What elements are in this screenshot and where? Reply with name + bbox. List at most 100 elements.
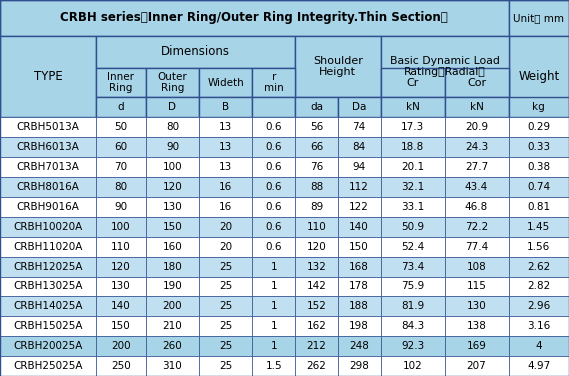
Bar <box>0 117 96 137</box>
Text: CRBH9016A: CRBH9016A <box>17 202 80 212</box>
Text: 33.1: 33.1 <box>401 202 424 212</box>
Text: 0.6: 0.6 <box>266 222 282 232</box>
Text: 120: 120 <box>111 262 131 271</box>
Text: 56: 56 <box>310 122 323 132</box>
Text: 25: 25 <box>219 302 233 311</box>
Text: D: D <box>168 102 176 112</box>
Text: 94: 94 <box>353 162 366 172</box>
Text: 298: 298 <box>349 361 369 371</box>
Bar <box>199 276 253 296</box>
Bar <box>381 68 444 97</box>
Bar <box>0 356 96 376</box>
Bar <box>253 276 295 296</box>
Text: 130: 130 <box>467 302 486 311</box>
Text: 20: 20 <box>219 242 232 252</box>
Bar <box>444 296 509 316</box>
Bar <box>509 117 569 137</box>
Text: 90: 90 <box>166 142 179 152</box>
Text: CRBH5013A: CRBH5013A <box>17 122 80 132</box>
Text: CRBH12025A: CRBH12025A <box>13 262 83 271</box>
Text: 112: 112 <box>349 182 369 192</box>
Text: 18.8: 18.8 <box>401 142 424 152</box>
Text: 1: 1 <box>270 341 277 351</box>
Bar <box>509 296 569 316</box>
Bar <box>146 177 199 197</box>
Text: 4.97: 4.97 <box>527 361 550 371</box>
Bar <box>444 97 509 117</box>
Bar <box>444 117 509 137</box>
Bar <box>146 336 199 356</box>
Bar <box>96 197 146 217</box>
Text: 150: 150 <box>349 242 369 252</box>
Text: 0.74: 0.74 <box>527 182 550 192</box>
Bar <box>444 68 509 97</box>
Bar <box>199 217 253 237</box>
Text: 262: 262 <box>307 361 327 371</box>
Text: 110: 110 <box>111 242 131 252</box>
Bar <box>295 117 338 137</box>
Text: 84: 84 <box>353 142 366 152</box>
Bar <box>146 68 199 97</box>
Text: 102: 102 <box>403 361 422 371</box>
Text: 168: 168 <box>349 262 369 271</box>
Text: 46.8: 46.8 <box>465 202 488 212</box>
Bar <box>0 316 96 336</box>
Bar <box>295 36 381 97</box>
Text: kg: kg <box>533 102 545 112</box>
Bar <box>444 316 509 336</box>
Bar <box>96 356 146 376</box>
Text: CRBH15025A: CRBH15025A <box>13 321 83 331</box>
Text: 50.9: 50.9 <box>401 222 424 232</box>
Bar <box>295 97 338 117</box>
Bar <box>96 157 146 177</box>
Bar <box>199 197 253 217</box>
Bar <box>444 336 509 356</box>
Bar <box>381 336 444 356</box>
Bar <box>96 336 146 356</box>
Text: 60: 60 <box>114 142 127 152</box>
Text: 25: 25 <box>219 361 233 371</box>
Text: 210: 210 <box>163 321 182 331</box>
Text: 81.9: 81.9 <box>401 302 424 311</box>
Bar <box>199 97 253 117</box>
Bar <box>444 257 509 276</box>
Bar <box>381 217 444 237</box>
Bar <box>253 177 295 197</box>
Text: 4: 4 <box>535 341 542 351</box>
Bar <box>0 177 96 197</box>
Text: 0.6: 0.6 <box>266 142 282 152</box>
Bar <box>338 197 381 217</box>
Bar <box>381 296 444 316</box>
Bar <box>381 257 444 276</box>
Bar <box>0 336 96 356</box>
Bar <box>338 137 381 157</box>
Text: 13: 13 <box>219 162 233 172</box>
Text: Da: Da <box>352 102 366 112</box>
Bar <box>381 197 444 217</box>
Bar <box>444 237 509 257</box>
Text: d: d <box>118 102 124 112</box>
Text: 152: 152 <box>307 302 327 311</box>
Bar <box>0 217 96 237</box>
Bar <box>338 276 381 296</box>
Text: 1: 1 <box>270 282 277 291</box>
Text: 100: 100 <box>163 162 182 172</box>
Text: 13: 13 <box>219 122 233 132</box>
Text: 120: 120 <box>307 242 327 252</box>
Bar <box>338 316 381 336</box>
Text: 16: 16 <box>219 182 233 192</box>
Bar <box>199 336 253 356</box>
Bar <box>509 237 569 257</box>
Bar <box>509 0 569 36</box>
Bar <box>338 117 381 137</box>
Bar <box>0 296 96 316</box>
Text: 122: 122 <box>349 202 369 212</box>
Bar <box>253 157 295 177</box>
Bar <box>199 177 253 197</box>
Bar <box>146 257 199 276</box>
Text: 2.82: 2.82 <box>527 282 550 291</box>
Bar <box>444 217 509 237</box>
Bar <box>253 97 295 117</box>
Text: 16: 16 <box>219 202 233 212</box>
Bar <box>199 296 253 316</box>
